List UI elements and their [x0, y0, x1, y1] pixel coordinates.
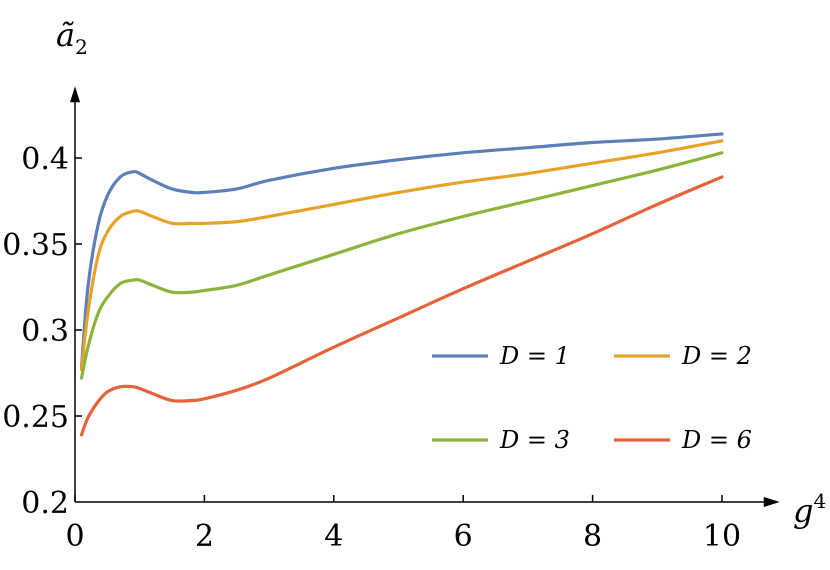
series-line-3 [79, 151, 724, 380]
y-tick-label: 0.4 [21, 142, 69, 177]
legend-label: D = 3 [499, 426, 570, 454]
series-lines [79, 132, 724, 437]
y-tick-label: 0.35 [2, 228, 69, 263]
x-tick-label: 4 [324, 519, 343, 554]
y-axis-title-sub: 2 [75, 35, 88, 59]
legend-label: D = 1 [499, 342, 570, 370]
series-line-1 [79, 132, 724, 370]
x-tick-label: 10 [703, 519, 741, 554]
legend-label: D = 6 [681, 426, 752, 454]
series-line-4 [79, 175, 724, 437]
legend-item: D = 3 [432, 426, 570, 454]
y-tick-label: 0.25 [2, 400, 69, 435]
legend-item: D = 6 [614, 426, 752, 454]
y-tick-label: 0.2 [21, 486, 69, 521]
x-axis-title-sup: 4 [813, 489, 826, 513]
x-tick-label: 2 [195, 519, 214, 554]
y-tick-label: 0.3 [21, 314, 69, 349]
x-tick-label: 0 [65, 519, 84, 554]
legend: D = 1 D = 2 D = 3 D = 6 [432, 342, 752, 454]
y-axis-title: ã2 [56, 16, 88, 59]
tick-labels: 0 2 4 6 8 10 0.2 0.25 0.3 0.35 0.4 [2, 142, 741, 554]
x-axis-arrow-icon [763, 497, 780, 507]
legend-label: D = 2 [681, 342, 752, 370]
y-axis-arrow-icon [70, 86, 80, 103]
series-line-2 [79, 139, 724, 372]
x-tick-label: 6 [454, 519, 473, 554]
y-axis-title-base: ã [56, 16, 75, 54]
x-axis-title-base: g [793, 492, 813, 530]
ticks [74, 157, 723, 502]
x-tick-label: 8 [583, 519, 602, 554]
x-axis-title: g4 [793, 489, 826, 530]
legend-item: D = 2 [614, 342, 752, 370]
axes [70, 86, 780, 507]
legend-item: D = 1 [432, 342, 570, 370]
